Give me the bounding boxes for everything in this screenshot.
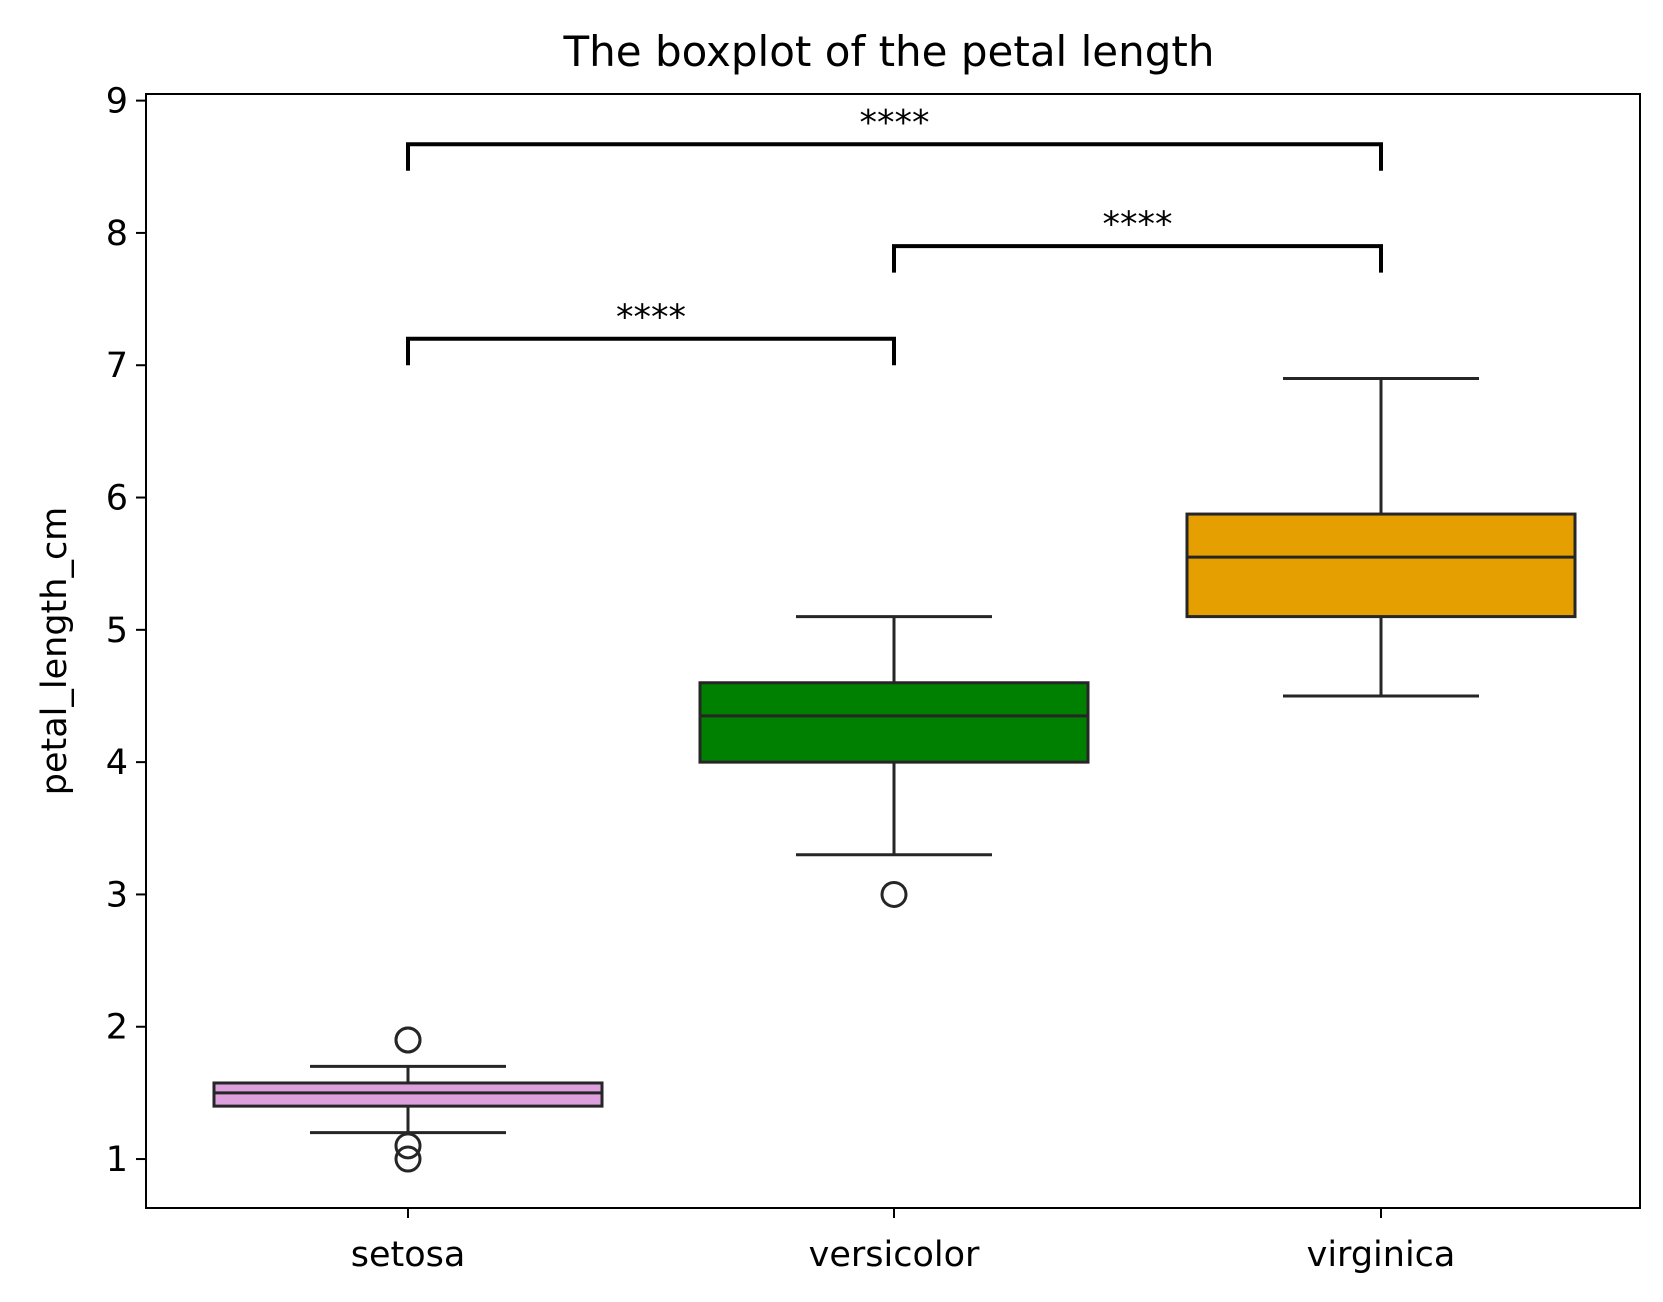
outlier-point (394, 1026, 422, 1054)
plot-area: 1 2 3 4 5 6 7 8 9 setosa versicolor virginica **** **… (106, 82, 1641, 1275)
y-tick-label: 6 (106, 479, 128, 519)
y-tick-label: 3 (106, 875, 128, 915)
significance-label: **** (616, 298, 686, 338)
y-tick-label: 8 (106, 214, 128, 254)
y-tick-label: 2 (106, 1008, 128, 1048)
chart-title: The boxplot of the petal length (563, 27, 1215, 76)
y-tick-label: 4 (106, 743, 128, 783)
y-tick-label: 9 (106, 82, 128, 122)
box-virginica (1185, 512, 1577, 619)
box-versicolor (698, 681, 1090, 764)
significance-bracket (406, 336, 896, 366)
outlier-point (394, 1145, 422, 1173)
x-tick-label: versicolor (809, 1235, 980, 1275)
significance-label: **** (860, 103, 930, 143)
significance-bracket (892, 244, 1383, 273)
y-axis-label: petal_length_cm (35, 507, 75, 796)
y-tick-label: 1 (106, 1140, 128, 1180)
significance-bracket (406, 142, 1383, 171)
outlier-point (880, 880, 908, 908)
y-tick-label: 5 (106, 611, 128, 651)
significance-label: **** (1103, 205, 1173, 245)
y-tick-label: 7 (106, 346, 128, 386)
outlier-point (394, 1132, 422, 1160)
x-tick-label: setosa (351, 1235, 466, 1275)
box-setosa (212, 1081, 604, 1108)
x-tick-label: virginica (1307, 1235, 1456, 1275)
